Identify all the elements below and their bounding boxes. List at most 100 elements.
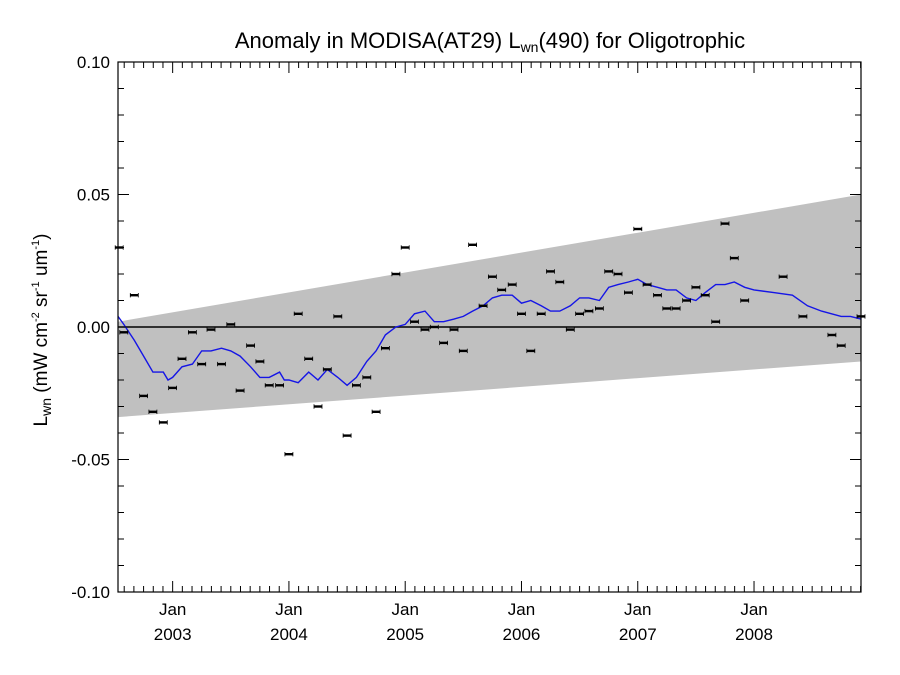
- title-suffix: (490) for Oligotrophic: [538, 28, 746, 53]
- data-points-layer: [114, 221, 866, 457]
- axes-layer: -0.10 -0.05 0.00 0.05 0.10 Jan 2003 Jan 2004 Jan 2…: [71, 53, 862, 644]
- chart-title: Anomaly in MODISA(AT29) Lwn(490) for Oli…: [0, 28, 900, 55]
- data-point: [633, 226, 643, 232]
- data-point: [391, 271, 401, 277]
- data-point-marker: [555, 280, 564, 284]
- data-point: [235, 388, 245, 393]
- data-point-marker: [304, 357, 313, 360]
- data-point: [275, 383, 285, 388]
- data-point: [313, 404, 323, 409]
- data-point-marker: [207, 328, 215, 331]
- data-point-marker: [323, 368, 332, 371]
- data-point-marker: [314, 405, 322, 408]
- data-point-marker: [178, 357, 186, 360]
- data-point-marker: [526, 349, 535, 353]
- data-point-marker: [168, 386, 177, 390]
- data-point: [827, 332, 837, 338]
- data-point: [362, 375, 372, 380]
- data-point-marker: [197, 362, 206, 366]
- data-point-marker: [265, 384, 274, 387]
- data-point-marker: [604, 270, 613, 273]
- data-point: [420, 327, 430, 332]
- data-point-marker: [633, 227, 642, 231]
- data-point-marker: [439, 341, 448, 345]
- data-point-marker: [130, 294, 139, 297]
- data-point-marker: [827, 333, 836, 337]
- x-tick-year-label: 2005: [386, 625, 424, 644]
- data-point-marker: [450, 328, 458, 331]
- data-point: [439, 340, 449, 346]
- data-point-marker: [691, 286, 700, 289]
- data-point: [304, 356, 314, 361]
- data-point: [458, 348, 468, 354]
- data-point: [836, 343, 846, 348]
- data-point: [778, 274, 788, 279]
- data-point-marker: [372, 410, 381, 413]
- data-point-marker: [410, 320, 419, 323]
- data-point-marker: [721, 222, 729, 225]
- data-point: [662, 306, 672, 311]
- data-point: [400, 245, 410, 250]
- x-tick-year-label: 2008: [735, 625, 773, 644]
- y-tick-label: 0.00: [77, 318, 110, 337]
- x-tick-year-label: 2006: [503, 625, 541, 644]
- data-point: [555, 279, 565, 285]
- data-point-marker: [624, 291, 633, 294]
- data-point-marker: [236, 389, 245, 392]
- data-point: [351, 383, 361, 388]
- data-point: [575, 311, 584, 316]
- data-point-marker: [294, 312, 303, 315]
- data-point: [371, 409, 381, 414]
- data-point-marker: [421, 328, 429, 331]
- data-point-marker: [119, 331, 128, 334]
- data-point-marker: [595, 307, 604, 310]
- data-point: [798, 314, 808, 319]
- data-point-marker: [672, 307, 681, 310]
- y-tick-label: 0.05: [77, 186, 110, 205]
- data-point: [158, 420, 168, 425]
- data-point: [729, 255, 739, 261]
- x-tick-month-label: Jan: [391, 600, 418, 619]
- data-point: [293, 311, 303, 316]
- data-point: [322, 367, 332, 372]
- data-point-marker: [643, 283, 652, 286]
- data-point-marker: [711, 320, 720, 323]
- data-point-marker: [188, 331, 197, 334]
- data-point-marker: [275, 384, 284, 387]
- data-point-marker: [575, 312, 584, 315]
- data-point: [584, 308, 594, 314]
- data-point: [565, 327, 575, 332]
- data-point: [119, 330, 129, 335]
- data-point-marker: [343, 434, 352, 437]
- data-point: [187, 330, 197, 335]
- data-point-marker: [508, 283, 517, 286]
- x-tick-month-label: Jan: [624, 600, 651, 619]
- data-point-marker: [740, 299, 749, 302]
- title-subscript: wn: [520, 39, 539, 55]
- data-point: [740, 298, 750, 303]
- data-point: [497, 287, 507, 293]
- x-tick-year-label: 2007: [619, 625, 657, 644]
- smoothed-anomaly-line: [117, 278, 862, 387]
- data-point: [487, 274, 497, 279]
- data-point-marker: [837, 344, 846, 347]
- data-point: [449, 327, 459, 332]
- data-point: [613, 271, 623, 277]
- data-point-marker: [488, 275, 497, 278]
- x-tick-month-label: Jan: [159, 600, 186, 619]
- data-point: [168, 385, 178, 391]
- data-point-marker: [479, 304, 488, 307]
- y-tick-label: -0.10: [71, 583, 110, 602]
- data-point: [720, 221, 730, 226]
- data-point-marker: [653, 294, 662, 297]
- data-point: [671, 306, 681, 311]
- data-point-marker: [798, 315, 807, 318]
- data-point: [507, 282, 517, 287]
- data-point: [682, 298, 691, 303]
- data-point-marker: [284, 453, 293, 456]
- data-point-marker: [255, 360, 264, 363]
- data-point-marker: [246, 344, 255, 347]
- data-point-marker: [459, 349, 468, 353]
- data-point: [139, 393, 149, 399]
